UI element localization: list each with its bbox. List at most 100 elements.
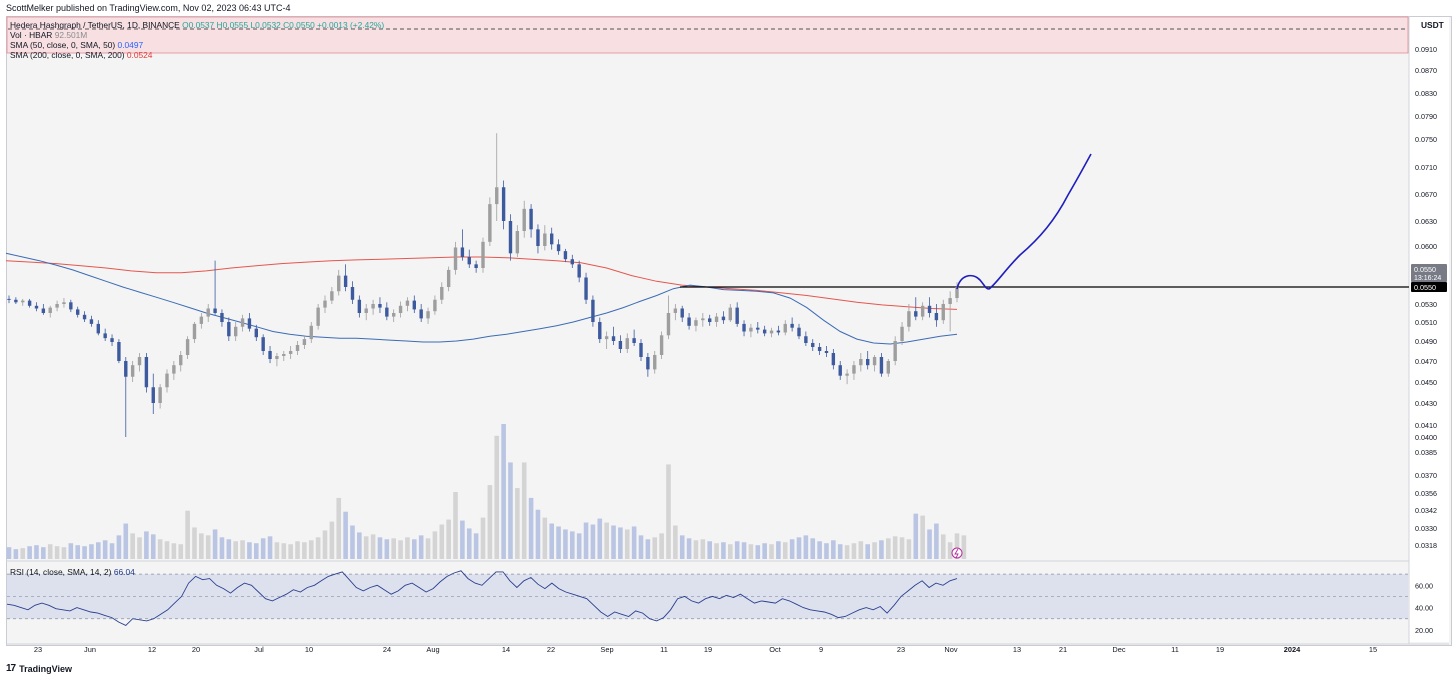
x-tick-label: Sep	[600, 645, 613, 654]
volume-bar	[535, 509, 541, 559]
volume-bar	[137, 537, 142, 559]
candle-body	[213, 308, 217, 313]
candle-body	[282, 354, 286, 356]
candle-body	[831, 353, 836, 366]
volume-bar	[281, 543, 287, 559]
candle-body	[75, 309, 80, 315]
candle-body	[488, 204, 492, 242]
volume-bar	[652, 537, 658, 559]
candle-body	[185, 339, 190, 355]
candle-body	[69, 302, 73, 310]
candle-body	[804, 336, 808, 343]
candle-body	[570, 259, 575, 265]
rsi-tick-label: 20.00	[1415, 626, 1433, 635]
candle-body	[955, 287, 959, 299]
volume-bar	[109, 543, 115, 559]
volume-bar	[343, 511, 348, 559]
candle-body	[453, 247, 458, 270]
volume-bar	[425, 538, 431, 559]
y-tick-label: 0.0530	[1415, 300, 1437, 309]
candle-body	[907, 311, 911, 327]
volume-bar	[707, 541, 712, 559]
candle-body	[632, 338, 636, 343]
volume-bar	[405, 537, 410, 559]
candle-body	[391, 313, 396, 317]
candle-body	[742, 323, 746, 332]
volume-bar	[741, 542, 747, 559]
volume-bar	[954, 533, 960, 559]
volume-bar	[247, 542, 252, 559]
candle-body	[172, 365, 176, 374]
y-tick-label: 0.0385	[1415, 448, 1437, 457]
volume-bar	[240, 540, 245, 559]
volume-bar	[384, 539, 390, 559]
volume-bar	[961, 535, 967, 559]
volume-bar	[618, 527, 623, 559]
volume-bar	[858, 541, 864, 559]
volume-bar	[89, 544, 94, 559]
candle-body	[598, 322, 602, 340]
volume-bar	[796, 537, 802, 559]
candle-body	[96, 323, 101, 334]
candle-body	[714, 316, 719, 322]
candle-body	[934, 313, 939, 321]
y-tick-label: 0.0330	[1415, 524, 1437, 533]
currency-label[interactable]: USDT	[1421, 20, 1444, 30]
volume-bar	[123, 523, 129, 559]
candle-body	[680, 308, 684, 318]
candle-body	[920, 305, 925, 317]
volume-bar	[789, 539, 795, 559]
candle-body	[495, 187, 499, 205]
volume-bar	[892, 536, 898, 559]
y-tick-label: 0.0870	[1415, 66, 1437, 75]
candle-body	[797, 327, 801, 337]
volume-bar	[590, 524, 596, 559]
volume-bar	[755, 545, 761, 559]
volume-bar	[199, 533, 204, 559]
volume-bar	[68, 543, 74, 559]
candle-body	[536, 229, 540, 246]
volume-bar	[556, 526, 561, 559]
candle-body	[337, 275, 341, 292]
volume-bar	[47, 544, 53, 559]
candle-body	[941, 304, 945, 321]
legend-sma50-value: 0.0497	[117, 40, 144, 50]
tradingview-footer[interactable]: 17 TradingView	[6, 663, 72, 674]
x-tick-label: 19	[704, 645, 712, 654]
y-tick-label: 0.0750	[1415, 135, 1437, 144]
candle-body	[21, 300, 25, 303]
x-tick-label: 12	[148, 645, 156, 654]
candle-body	[769, 330, 774, 334]
sma50-line	[5, 252, 958, 345]
candle-body	[34, 305, 39, 309]
volume-bar	[432, 531, 438, 559]
candle-body	[165, 373, 169, 388]
candle-body	[343, 275, 348, 287]
candle-body	[288, 351, 293, 354]
volume-bar	[205, 535, 211, 559]
candle-body	[914, 311, 918, 317]
x-tick-label: 23	[34, 645, 42, 654]
volume-bar	[370, 534, 376, 559]
volume-bar	[144, 531, 149, 559]
tradingview-brand: TradingView	[19, 663, 72, 674]
candle-body	[240, 318, 245, 327]
candle-body	[543, 233, 547, 246]
volume-bar	[329, 521, 335, 559]
volume-bar	[748, 544, 754, 559]
candle-body	[893, 341, 897, 361]
candle-body	[659, 335, 664, 355]
publish-credit: ScottMelker published on TradingView.com…	[6, 3, 291, 13]
rsi-value: 66.04	[113, 567, 135, 577]
candle-body	[673, 308, 678, 313]
x-tick-label: 20	[192, 645, 200, 654]
candle-body	[130, 365, 135, 377]
chart-frame[interactable]	[6, 16, 1452, 646]
x-tick-label: 13	[1013, 645, 1021, 654]
volume-bar	[611, 525, 616, 559]
candle-body	[838, 365, 842, 376]
candle-body	[7, 298, 11, 300]
volume-bar	[659, 533, 664, 559]
legend-symbol-line: Hedera Hashgraph / TetherUS, 1D, BINANCE…	[10, 20, 384, 30]
